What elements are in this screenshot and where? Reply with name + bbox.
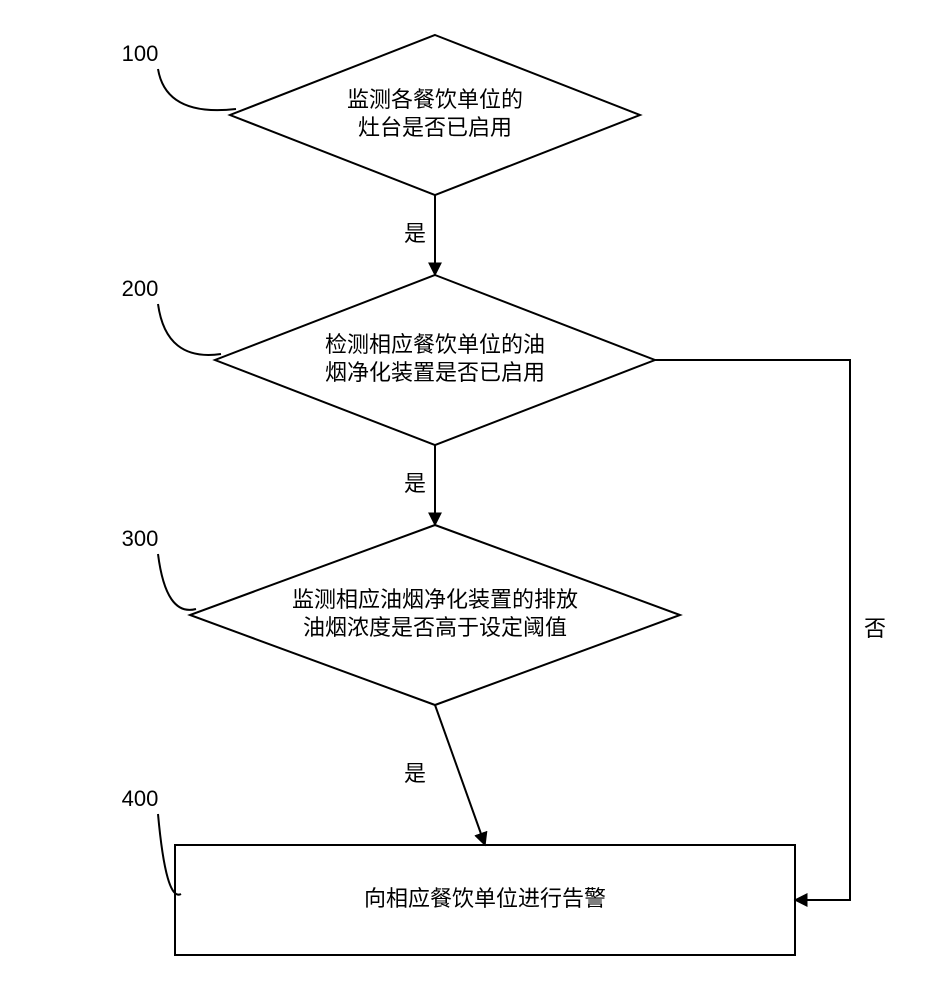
node-text-n300-0: 监测相应油烟净化装置的排放 bbox=[292, 587, 578, 612]
step-label-100: 100 bbox=[122, 41, 159, 66]
edge-label-n300-n400: 是 bbox=[404, 761, 426, 786]
edge-label-n200-n400: 否 bbox=[864, 616, 886, 641]
pointer-200 bbox=[158, 304, 221, 355]
step-label-300: 300 bbox=[122, 526, 159, 551]
edge-n300-n400 bbox=[435, 705, 485, 845]
edge-label-n100-n200: 是 bbox=[404, 221, 426, 246]
step-label-400: 400 bbox=[122, 786, 159, 811]
node-text-n400-0: 向相应餐饮单位进行告警 bbox=[364, 886, 606, 911]
pointer-100 bbox=[158, 69, 236, 110]
step-label-200: 200 bbox=[122, 276, 159, 301]
edge-label-n200-n300: 是 bbox=[404, 471, 426, 496]
node-text-n200-1: 烟净化装置是否已启用 bbox=[325, 360, 545, 385]
node-text-n100-0: 监测各餐饮单位的 bbox=[347, 87, 523, 112]
pointer-300 bbox=[158, 554, 196, 610]
edge-n200-n400 bbox=[655, 360, 850, 900]
flowchart-canvas: 监测各餐饮单位的灶台是否已启用检测相应餐饮单位的油烟净化装置是否已启用监测相应油… bbox=[0, 0, 940, 1000]
node-text-n300-1: 油烟浓度是否高于设定阈值 bbox=[303, 615, 567, 640]
node-text-n100-1: 灶台是否已启用 bbox=[358, 115, 512, 140]
node-text-n200-0: 检测相应餐饮单位的油 bbox=[325, 332, 545, 357]
